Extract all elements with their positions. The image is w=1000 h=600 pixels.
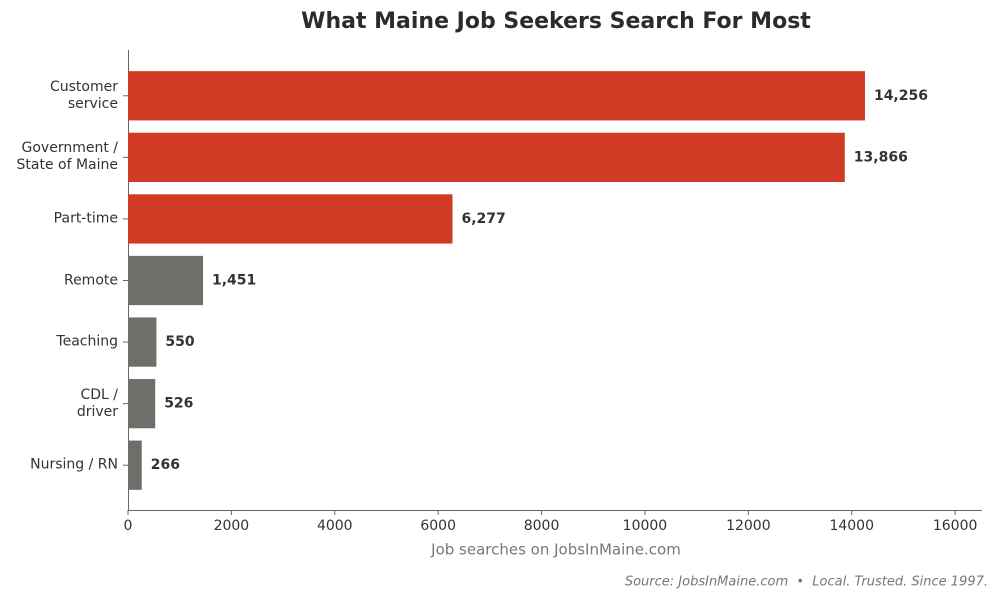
source-note: Source: JobsInMaine.com • Local. Trusted… [625,575,988,590]
value-label: 14,256 [874,88,928,104]
bar [128,255,204,306]
bar [128,194,453,244]
y-tick-label: Customer service [49,78,118,112]
y-tick-label: Nursing / RN [30,456,118,473]
y-tick-label: CDL / driver [76,386,118,420]
y-tick-label: Remote [63,272,118,288]
value-label: 526 [164,396,193,412]
bar [128,317,157,367]
bar [128,71,865,121]
value-label: 550 [165,334,194,350]
y-tick-label: Teaching [56,333,118,350]
x-tick-label: 16000 [933,518,978,534]
value-label: 6,277 [461,211,505,227]
x-tick-label: 8000 [524,518,560,534]
x-tick-label: 0 [124,518,133,534]
x-tick-label: 4000 [317,518,353,534]
x-tick-label: 6000 [420,518,456,534]
value-label: 1,451 [212,273,256,289]
x-tick-label: 10000 [623,518,668,534]
value-label: 13,866 [854,149,908,165]
y-tick-label: Government / State of Maine [16,140,119,174]
bar [128,132,845,182]
x-tick-label: 12000 [726,518,771,534]
y-tick-label: Part-time [53,210,118,227]
bar [128,440,142,490]
bar [128,379,156,429]
x-axis-label: Job searches on JobsInMaine.com [430,541,681,559]
chart-title: What Maine Job Seekers Search For Most [301,9,811,34]
x-tick-label: 2000 [214,518,250,534]
value-label: 266 [151,457,180,473]
x-tick-label: 14000 [829,518,874,534]
